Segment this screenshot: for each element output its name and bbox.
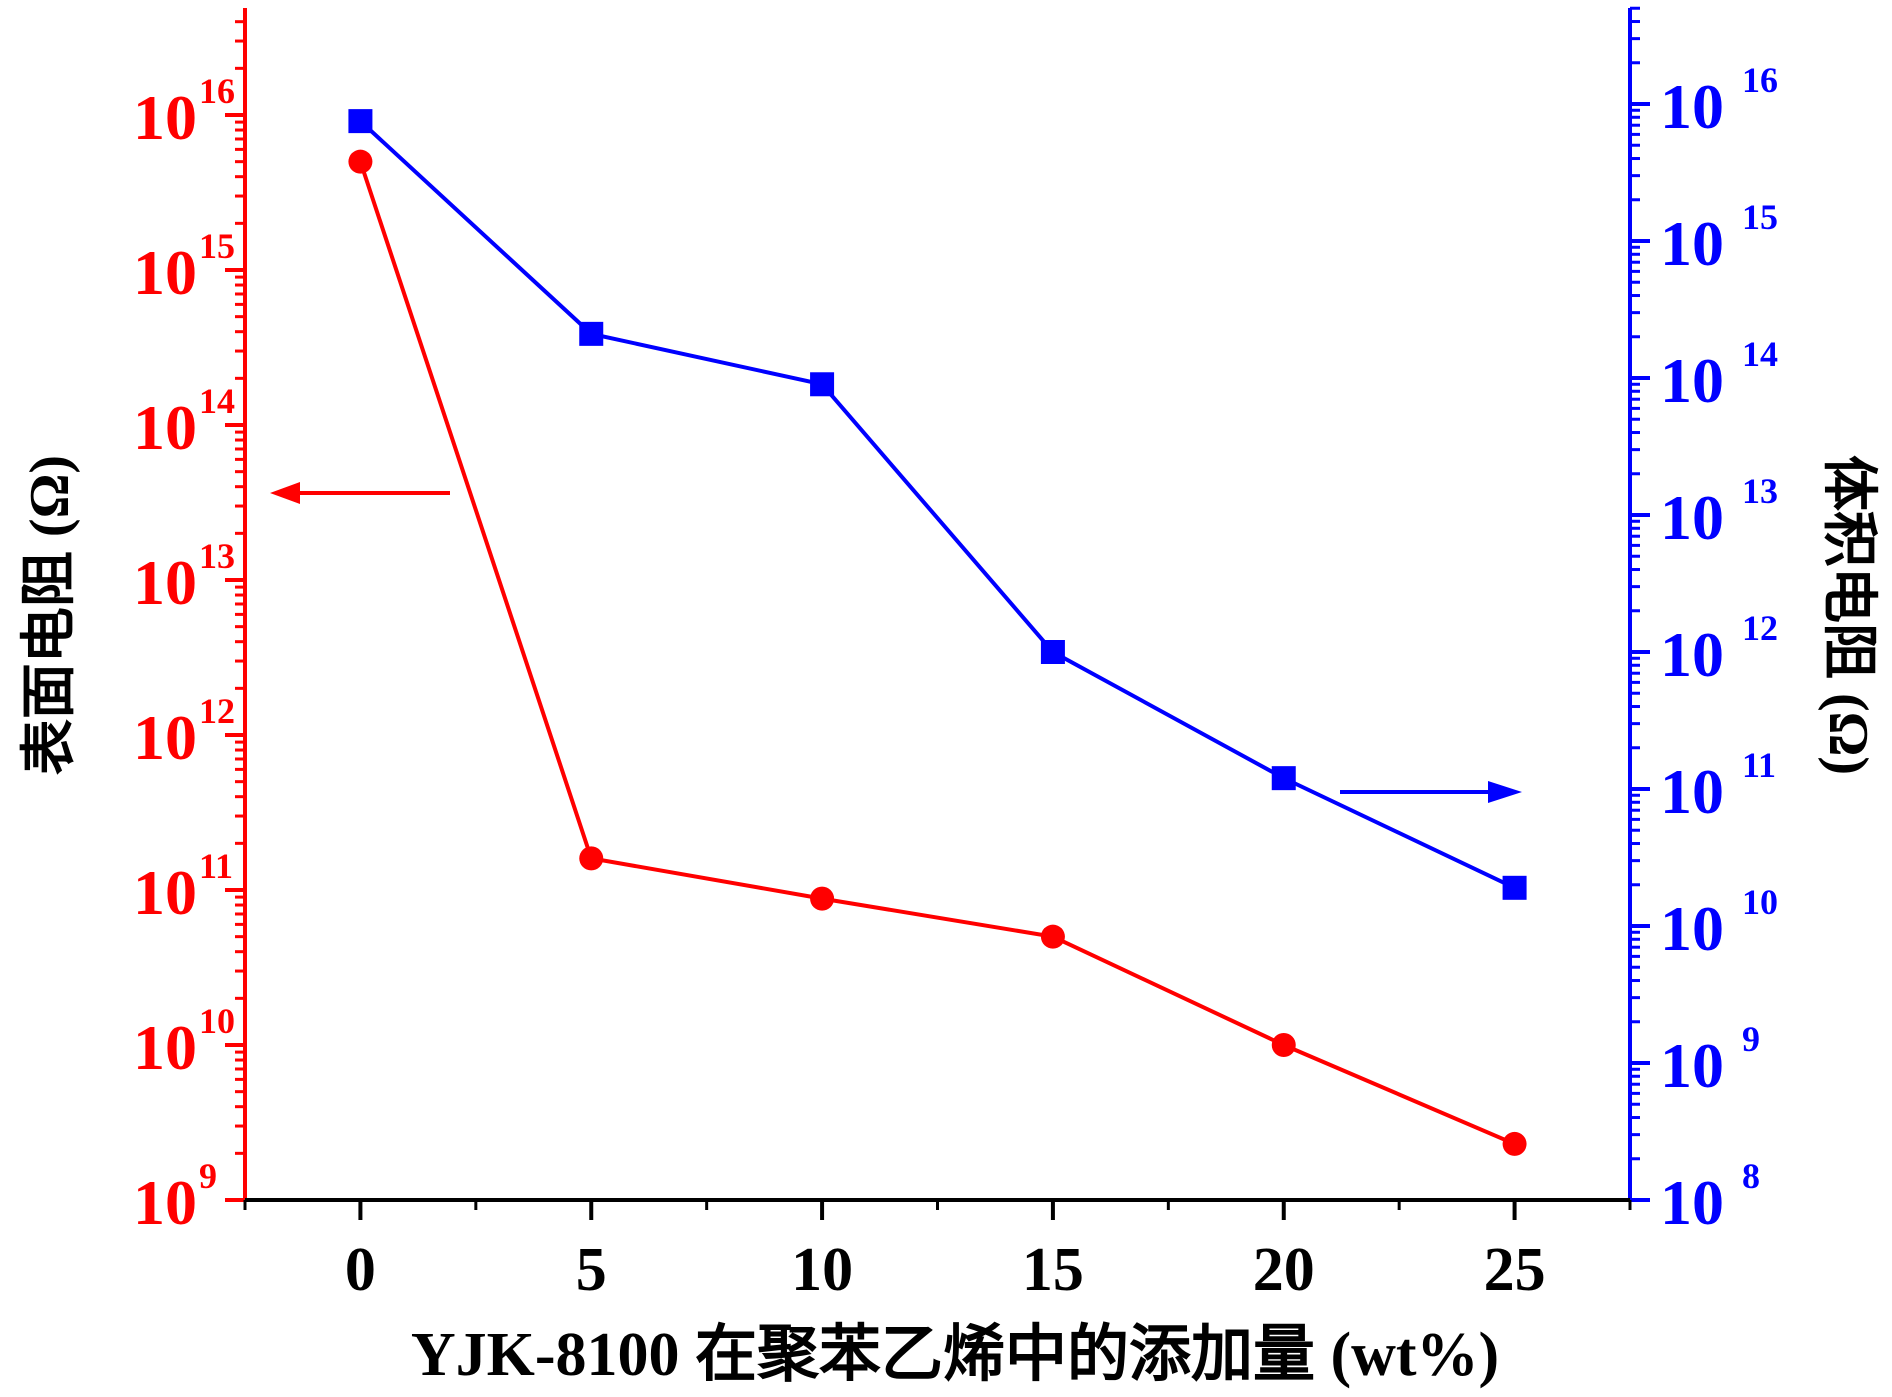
volume-resistance-point [1271,766,1296,791]
x-tick-label: 20 [1253,1236,1315,1304]
right-arrow-head [1488,781,1522,803]
left-tick-exponent: 11 [199,846,233,886]
volume-resistance-point [579,321,604,346]
left-tick-exponent: 14 [199,381,235,421]
right-tick-label: 10 [1660,619,1724,690]
volume-resistance-line [359,119,1516,890]
surface-resistance-point [348,149,373,174]
surface-resistance-point [810,886,835,911]
left-tick-label: 10 [133,1167,197,1238]
left-tick-label: 10 [133,82,197,153]
left-tick-exponent: 16 [199,71,235,111]
right-y-axis: 10 8 10 9 10 10 10 11 10 12 10 13 10 14 10 15 10 16 [1628,6,1778,1238]
left-tick-exponent: 9 [199,1156,217,1196]
right-y-axis-title: 体积电阻 (Ω) [1817,455,1879,775]
right-tick-label: 10 [1660,756,1724,827]
left-y-axis-title: 表面电阻 (Ω) [19,455,81,775]
left-arrow-head [270,482,300,504]
x-tick-label: 0 [345,1236,376,1304]
surface-resistance-point [1502,1131,1527,1156]
right-tick-label: 10 [1660,1030,1724,1101]
left-tick-label: 10 [133,547,197,618]
right-tick-exponent: 9 [1742,1019,1760,1059]
x-axis-title: YJK-8100 在聚苯乙烯中的添加量 (wt%) [411,1320,1499,1389]
right-tick-label: 10 [1660,71,1724,142]
right-tick-exponent: 11 [1742,745,1776,785]
right-tick-label: 10 [1660,482,1724,553]
right-tick-exponent: 12 [1742,608,1778,648]
right-tick-exponent: 15 [1742,197,1778,237]
right-tick-label: 10 [1660,208,1724,279]
volume-resistance-point [1502,875,1527,900]
right-tick-exponent: 16 [1742,60,1778,100]
x-axis: 0 5 10 15 20 25 [243,1198,1632,1304]
axis-arrows [270,482,1522,803]
right-tick-label: 10 [1660,1167,1724,1238]
surface-resistance-line [358,161,1516,1146]
x-tick-label: 25 [1484,1236,1546,1304]
left-tick-label: 10 [133,237,197,308]
plot-series [348,109,1527,1156]
left-tick-exponent: 13 [199,536,235,576]
left-tick-exponent: 12 [199,691,235,731]
surface-resistance-point [579,846,604,871]
right-tick-exponent: 13 [1742,471,1778,511]
left-tick-exponent: 15 [199,226,235,266]
left-tick-label: 10 [133,392,197,463]
volume-resistance-point [810,372,835,397]
x-tick-label: 5 [576,1236,607,1304]
right-tick-label: 10 [1660,893,1724,964]
volume-resistance-point [1040,640,1065,664]
left-tick-label: 10 [133,702,197,773]
x-tick-label: 10 [791,1236,853,1304]
right-tick-exponent: 14 [1742,334,1778,374]
right-tick-label: 10 [1660,345,1724,416]
surface-resistance-point [1040,924,1065,949]
surface-resistance-point [1271,1033,1296,1057]
left-tick-exponent: 10 [199,1001,235,1041]
right-tick-exponent: 8 [1742,1156,1760,1196]
x-tick-label: 15 [1022,1236,1084,1304]
left-tick-label: 10 [133,1012,197,1083]
left-tick-label: 10 [133,857,197,928]
volume-resistance-point [348,109,373,134]
right-tick-exponent: 10 [1742,882,1778,922]
